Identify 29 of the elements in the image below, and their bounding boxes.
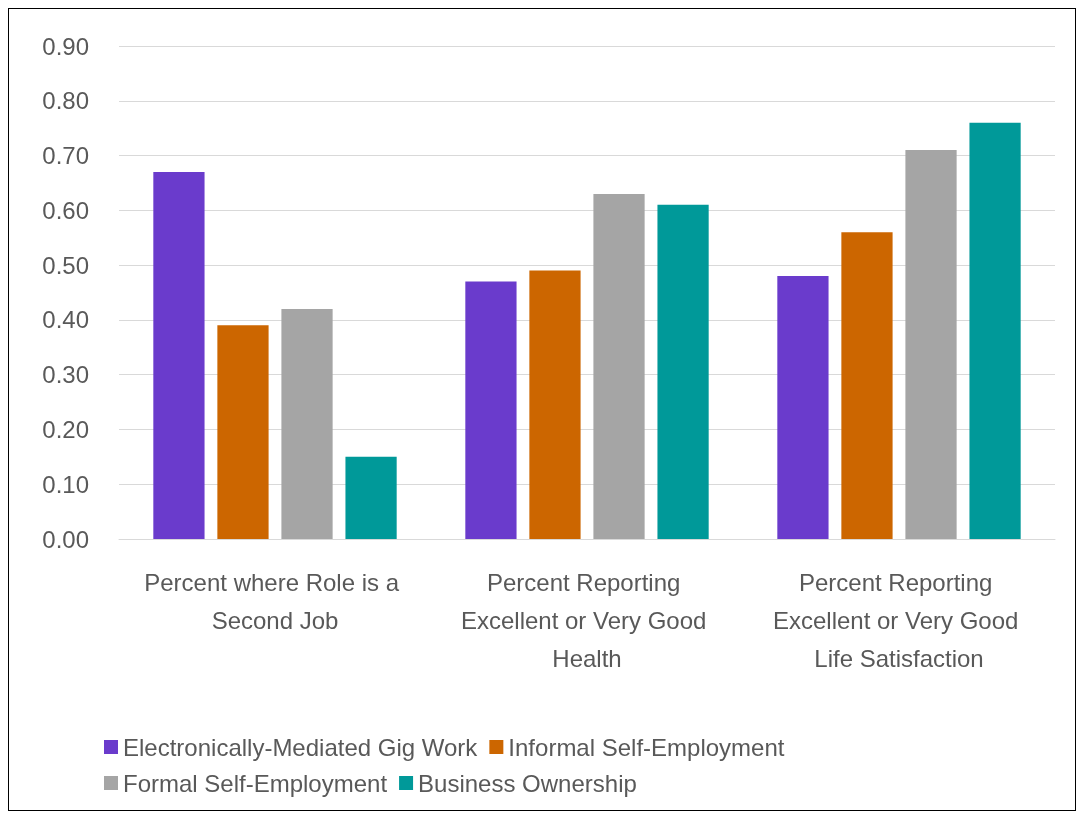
y-tick-label: 0.10 (42, 470, 89, 498)
bar (529, 270, 581, 539)
y-tick-label: 0.60 (42, 196, 89, 224)
y-tick-label: 0.90 (42, 32, 89, 60)
legend-label: Formal Self-Employment (123, 769, 388, 797)
bar (969, 122, 1021, 539)
bar (657, 204, 709, 539)
legend-label: Business Ownership (418, 769, 637, 797)
x-tick-label: Percent Reporting Excellent or Very Good Life Satisfaction (772, 568, 1026, 672)
y-tick-label: 0.40 (42, 306, 89, 334)
y-tick-label: 0.80 (42, 87, 89, 115)
bar (465, 281, 517, 539)
legend-label: Electronically-Mediated Gig Work (123, 733, 479, 761)
bar (593, 193, 645, 539)
legend-label: Informal Self-Employment (508, 733, 785, 761)
y-tick-label: 0.30 (42, 361, 89, 389)
bar (777, 276, 829, 539)
y-tick-label: 0.70 (42, 142, 89, 170)
bar (281, 308, 333, 539)
y-tick-label: 0.20 (42, 415, 89, 443)
bar (345, 456, 397, 539)
bar (841, 232, 893, 539)
bar (153, 171, 205, 539)
bar (905, 150, 957, 539)
y-tick-label: 0.00 (42, 525, 89, 553)
x-tick-label: Percent Reporting Excellent or Very Good Health (460, 568, 714, 672)
x-tick-label: Percent where Role is a Second Job (144, 568, 406, 634)
bar (217, 325, 269, 539)
y-tick-label: 0.50 (42, 251, 89, 279)
